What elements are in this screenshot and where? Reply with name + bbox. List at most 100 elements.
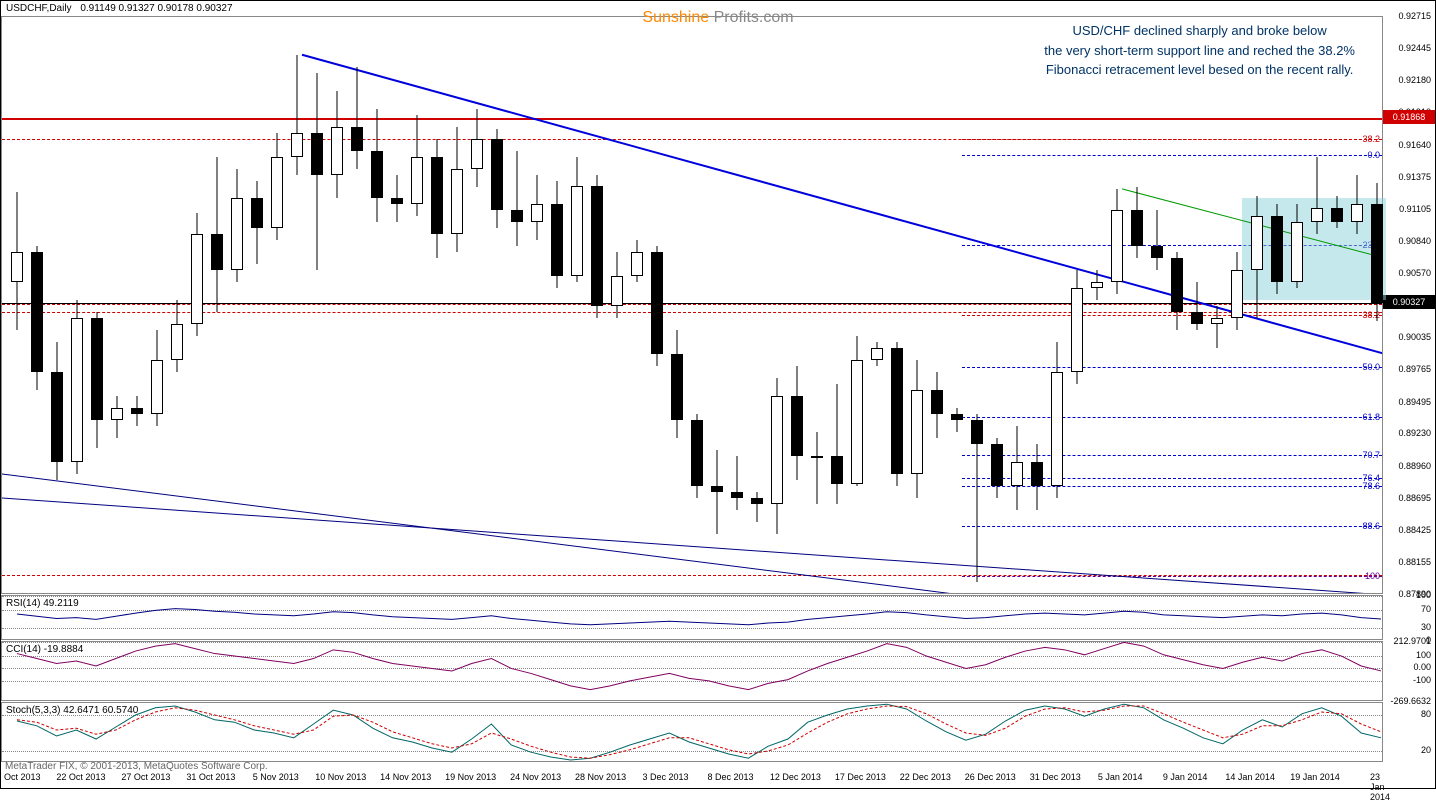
price-tick-label: 0.90840 bbox=[1398, 236, 1431, 246]
candlestick[interactable] bbox=[371, 109, 383, 223]
candlestick[interactable] bbox=[1211, 306, 1223, 348]
candlestick[interactable] bbox=[671, 330, 683, 438]
candlestick[interactable] bbox=[1171, 252, 1183, 330]
candlestick[interactable] bbox=[791, 366, 803, 480]
candlestick[interactable] bbox=[631, 240, 643, 282]
price-tick-label: 0.89495 bbox=[1398, 397, 1431, 407]
candlestick[interactable] bbox=[411, 115, 423, 217]
candlestick[interactable] bbox=[31, 246, 43, 390]
candlestick[interactable] bbox=[1131, 187, 1143, 259]
candlestick[interactable] bbox=[811, 432, 823, 504]
candlestick[interactable] bbox=[651, 246, 663, 366]
candlestick[interactable] bbox=[831, 384, 843, 504]
candlestick[interactable] bbox=[991, 438, 1003, 498]
indicator-level-label: 70 bbox=[1421, 604, 1431, 614]
candlestick[interactable] bbox=[391, 175, 403, 223]
candlestick[interactable] bbox=[111, 396, 123, 438]
candlestick[interactable] bbox=[491, 129, 503, 228]
candlestick[interactable] bbox=[571, 157, 583, 283]
annotation-line-1: USD/CHF declined sharply and broke below bbox=[1044, 21, 1355, 41]
price-tick-label: 0.92445 bbox=[1398, 43, 1431, 53]
candlestick[interactable] bbox=[971, 414, 983, 582]
candlestick[interactable] bbox=[271, 133, 283, 241]
rsi-axis: 03070100 bbox=[1383, 595, 1435, 640]
candlestick[interactable] bbox=[151, 330, 163, 426]
price-marker: 0.90327 bbox=[1383, 295, 1435, 309]
main-price-chart[interactable]: 38.20.023.638.250.061.870.776.478.688.61… bbox=[1, 16, 1383, 594]
candlestick[interactable] bbox=[611, 252, 623, 318]
candlestick[interactable] bbox=[951, 408, 963, 432]
candlestick[interactable] bbox=[751, 492, 763, 522]
candlestick[interactable] bbox=[1311, 157, 1323, 235]
candlestick[interactable] bbox=[171, 300, 183, 372]
candlestick[interactable] bbox=[191, 213, 203, 336]
indicator-line-overlay bbox=[2, 642, 1382, 700]
candlestick[interactable] bbox=[231, 169, 243, 283]
price-tick-label: 0.88695 bbox=[1398, 493, 1431, 503]
candlestick[interactable] bbox=[931, 372, 943, 438]
candlestick[interactable] bbox=[1231, 252, 1243, 330]
candlestick[interactable] bbox=[1371, 183, 1383, 321]
price-tick-label: 0.92180 bbox=[1398, 75, 1431, 85]
candlestick[interactable] bbox=[311, 73, 323, 271]
candlestick[interactable] bbox=[91, 312, 103, 447]
candlestick[interactable] bbox=[351, 67, 363, 169]
candlestick[interactable] bbox=[591, 175, 603, 319]
candlestick[interactable] bbox=[531, 175, 543, 241]
indicator-level-label: 100 bbox=[1416, 590, 1431, 600]
candlestick[interactable] bbox=[691, 414, 703, 498]
chart-annotation: USD/CHF declined sharply and broke below… bbox=[1044, 21, 1355, 80]
date-tick-label: 8 Dec 2013 bbox=[707, 772, 753, 782]
date-tick-label: 22 Oct 2013 bbox=[56, 772, 105, 782]
candlestick[interactable] bbox=[1291, 204, 1303, 288]
price-tick-label: 0.92715 bbox=[1398, 11, 1431, 21]
candlestick[interactable] bbox=[511, 151, 523, 247]
candlestick[interactable] bbox=[1191, 282, 1203, 330]
candlestick[interactable] bbox=[211, 157, 223, 313]
stoch-axis: 2080 bbox=[1383, 702, 1435, 762]
candlestick[interactable] bbox=[291, 55, 303, 175]
candlestick[interactable] bbox=[771, 378, 783, 534]
candlestick[interactable] bbox=[1151, 210, 1163, 270]
candlestick[interactable] bbox=[131, 396, 143, 426]
price-tick-label: 0.90570 bbox=[1398, 268, 1431, 278]
indicator-level-label: 100 bbox=[1416, 650, 1431, 660]
date-tick-label: 27 Oct 2013 bbox=[121, 772, 170, 782]
indicator-level-label: 212.9701 bbox=[1393, 636, 1431, 646]
candlestick[interactable] bbox=[851, 336, 863, 486]
candlestick[interactable] bbox=[911, 360, 923, 498]
candlestick[interactable] bbox=[1111, 189, 1123, 294]
chart-container: USDCHF,Daily 0.91149 0.91327 0.90178 0.9… bbox=[0, 0, 1436, 789]
candlestick[interactable] bbox=[71, 300, 83, 474]
candlestick[interactable] bbox=[1351, 175, 1363, 235]
watermark-domain: Profits.com bbox=[709, 9, 793, 26]
candlestick[interactable] bbox=[251, 181, 263, 265]
candlestick[interactable] bbox=[1071, 270, 1083, 384]
rsi-indicator-panel[interactable]: RSI(14) 49.2119 bbox=[1, 595, 1383, 640]
candlestick[interactable] bbox=[431, 139, 443, 259]
date-tick-label: 19 Nov 2013 bbox=[445, 772, 496, 782]
candlestick[interactable] bbox=[871, 342, 883, 366]
symbol-timeframe: USDCHF,Daily bbox=[6, 3, 72, 14]
candlestick[interactable] bbox=[731, 456, 743, 510]
candlestick[interactable] bbox=[711, 450, 723, 534]
cci-label: CCI(14) -19.8884 bbox=[6, 644, 83, 655]
candlestick[interactable] bbox=[1251, 196, 1263, 318]
candlestick[interactable] bbox=[1031, 444, 1043, 510]
candlestick[interactable] bbox=[331, 91, 343, 199]
cci-indicator-panel[interactable]: CCI(14) -19.8884 bbox=[1, 641, 1383, 701]
candlestick[interactable] bbox=[1331, 196, 1343, 228]
candlestick[interactable] bbox=[471, 109, 483, 187]
date-tick-label: 9 Jan 2014 bbox=[1163, 772, 1208, 782]
candlestick[interactable] bbox=[1091, 270, 1103, 300]
candlestick[interactable] bbox=[551, 181, 563, 289]
stoch-indicator-panel[interactable]: Stoch(5,3,3) 42.6471 60.5740 bbox=[1, 702, 1383, 762]
candlestick[interactable] bbox=[891, 342, 903, 486]
candlestick[interactable] bbox=[11, 192, 23, 330]
candlestick[interactable] bbox=[1271, 204, 1283, 294]
date-tick-label: 28 Nov 2013 bbox=[575, 772, 626, 782]
candlestick[interactable] bbox=[1051, 342, 1063, 498]
candlestick[interactable] bbox=[1011, 426, 1023, 510]
candlestick[interactable] bbox=[451, 127, 463, 253]
candlestick[interactable] bbox=[51, 342, 63, 480]
